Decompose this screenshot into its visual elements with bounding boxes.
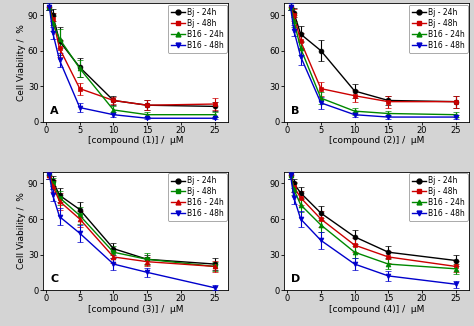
X-axis label: [compound (3)] /  μM: [compound (3)] / μM [88,305,183,314]
Text: B: B [291,106,300,116]
X-axis label: [compound (2)] /  μM: [compound (2)] / μM [329,136,424,145]
Y-axis label: Cell Viability /  %: Cell Viability / % [18,192,27,269]
Legend: Bj - 24h, Bj - 48h, B16 - 24h, B16 - 48h: Bj - 24h, Bj - 48h, B16 - 24h, B16 - 48h [409,173,468,221]
Legend: Bj - 24h, Bj - 48h, B16 - 24h, B16 - 48h: Bj - 24h, Bj - 48h, B16 - 24h, B16 - 48h [168,173,227,221]
X-axis label: [compound (1)] /  μM: [compound (1)] / μM [88,136,183,145]
X-axis label: [compound (4)] /  μM: [compound (4)] / μM [329,305,424,314]
Y-axis label: Cell Viability /  %: Cell Viability / % [18,24,27,101]
Text: D: D [291,274,301,284]
Legend: Bj - 24h, Bj - 48h, B16 - 24h, B16 - 48h: Bj - 24h, Bj - 48h, B16 - 24h, B16 - 48h [168,5,227,52]
Text: C: C [50,274,58,284]
Legend: Bj - 24h, Bj - 48h, B16 - 24h, B16 - 48h: Bj - 24h, Bj - 48h, B16 - 24h, B16 - 48h [409,5,468,52]
Text: A: A [50,106,59,116]
